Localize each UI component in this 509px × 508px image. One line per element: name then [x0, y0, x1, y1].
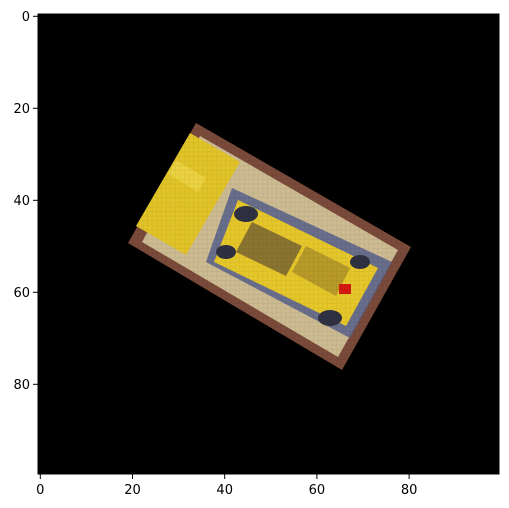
x-tick-label: 60	[309, 483, 326, 498]
y-tick-label: 40	[13, 194, 30, 209]
y-tick-label: 0	[22, 10, 30, 25]
y-axis: 0 20 40 60 80	[13, 10, 38, 393]
y-tick-label: 20	[13, 102, 30, 117]
x-tick-label: 0	[36, 483, 44, 498]
axes-frame	[37, 13, 500, 475]
pixel-grid-overlay	[38, 14, 499, 474]
y-tick-label: 80	[13, 378, 30, 393]
image-content	[38, 14, 499, 474]
x-tick-label: 80	[401, 483, 418, 498]
x-axis: 0 20 40 60 80	[36, 474, 417, 498]
y-tick-label: 60	[13, 286, 30, 301]
x-tick-label: 40	[216, 483, 233, 498]
x-tick-label: 20	[124, 483, 141, 498]
